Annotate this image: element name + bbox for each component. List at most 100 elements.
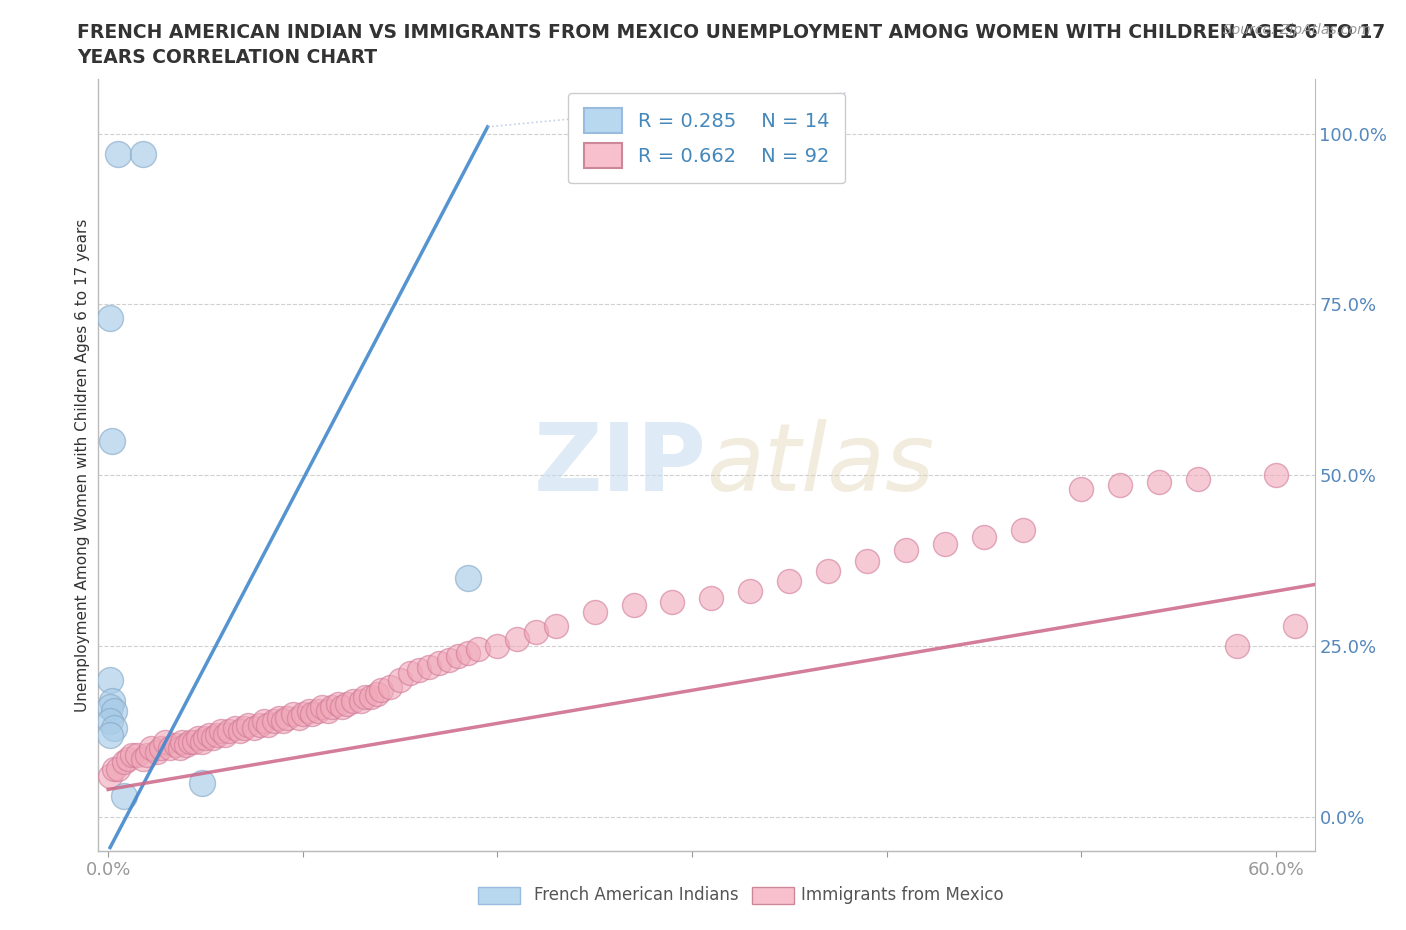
Point — [98, 713, 121, 728]
Point — [112, 755, 135, 770]
Point — [297, 703, 319, 718]
Point — [132, 147, 155, 162]
Point — [1147, 474, 1170, 489]
Point — [101, 433, 124, 448]
Point — [103, 721, 125, 736]
Point — [354, 690, 377, 705]
Point — [301, 707, 323, 722]
Point — [506, 631, 529, 646]
Point — [307, 703, 329, 718]
Point — [159, 741, 181, 756]
Point — [700, 591, 723, 605]
Text: YEARS CORRELATION CHART: YEARS CORRELATION CHART — [77, 48, 377, 67]
Point — [209, 724, 232, 738]
Point — [740, 584, 762, 599]
Point — [1264, 468, 1286, 483]
Text: FRENCH AMERICAN INDIAN VS IMMIGRANTS FROM MEXICO UNEMPLOYMENT AMONG WOMEN WITH C: FRENCH AMERICAN INDIAN VS IMMIGRANTS FRO… — [77, 23, 1385, 42]
Point — [427, 656, 450, 671]
Point — [316, 703, 339, 718]
Point — [101, 693, 124, 708]
Point — [437, 652, 460, 667]
Point — [330, 700, 353, 715]
Point — [350, 693, 373, 708]
Point — [98, 727, 121, 742]
Point — [583, 604, 606, 619]
Point — [524, 625, 547, 640]
Point — [179, 734, 201, 749]
Text: French American Indians: French American Indians — [534, 885, 740, 904]
Point — [153, 734, 176, 749]
Point — [202, 731, 225, 746]
Point — [342, 693, 364, 708]
Point — [139, 741, 162, 756]
Point — [253, 713, 276, 728]
Point — [194, 731, 217, 746]
Point — [98, 672, 121, 687]
Point — [98, 311, 121, 325]
Point — [623, 598, 645, 613]
Point — [366, 686, 388, 701]
Text: atlas: atlas — [707, 419, 935, 511]
Point — [205, 727, 228, 742]
Point — [269, 711, 291, 725]
Point — [1187, 472, 1209, 486]
Point — [408, 662, 430, 677]
Point — [183, 734, 205, 749]
Y-axis label: Unemployment Among Women with Children Ages 6 to 17 years: Unemployment Among Women with Children A… — [75, 219, 90, 711]
Text: Source: ZipAtlas.com: Source: ZipAtlas.com — [1223, 23, 1371, 37]
Text: Immigrants from Mexico: Immigrants from Mexico — [801, 885, 1004, 904]
Point — [190, 776, 212, 790]
Point — [817, 564, 839, 578]
Point — [112, 789, 135, 804]
Point — [311, 700, 333, 715]
Point — [136, 748, 159, 763]
Point — [389, 672, 412, 687]
Point — [856, 553, 879, 568]
Point — [198, 727, 221, 742]
Point — [103, 703, 125, 718]
Point — [174, 737, 197, 752]
Point — [418, 659, 440, 674]
Point — [1070, 482, 1092, 497]
Point — [336, 697, 359, 711]
Point — [107, 762, 129, 777]
Point — [149, 741, 172, 756]
Point — [457, 645, 479, 660]
Point — [467, 642, 489, 657]
Point — [218, 724, 240, 738]
Point — [934, 536, 956, 551]
Point — [249, 717, 271, 732]
Point — [973, 529, 995, 544]
Point — [380, 680, 402, 695]
Legend: R = 0.285    N = 14, R = 0.662    N = 92: R = 0.285 N = 14, R = 0.662 N = 92 — [568, 93, 845, 183]
Point — [288, 711, 311, 725]
Point — [146, 744, 169, 759]
Point — [398, 666, 420, 681]
Point — [457, 570, 479, 585]
Point — [256, 717, 278, 732]
Point — [1226, 639, 1249, 654]
Point — [544, 618, 567, 633]
Point — [243, 721, 266, 736]
Point — [107, 147, 129, 162]
Point — [224, 721, 246, 736]
Point — [281, 707, 304, 722]
Point — [190, 734, 212, 749]
Point — [98, 768, 121, 783]
Point — [486, 639, 509, 654]
Point — [370, 683, 392, 698]
Point — [1011, 523, 1033, 538]
Point — [661, 594, 683, 609]
Point — [172, 734, 194, 749]
Point — [1109, 478, 1132, 493]
Point — [326, 697, 349, 711]
Point — [103, 762, 125, 777]
Point — [271, 713, 294, 728]
Point — [263, 713, 285, 728]
Point — [229, 724, 252, 738]
Point — [132, 751, 155, 766]
Point — [117, 751, 139, 766]
Point — [169, 741, 191, 756]
Point — [778, 574, 800, 589]
Point — [121, 748, 143, 763]
